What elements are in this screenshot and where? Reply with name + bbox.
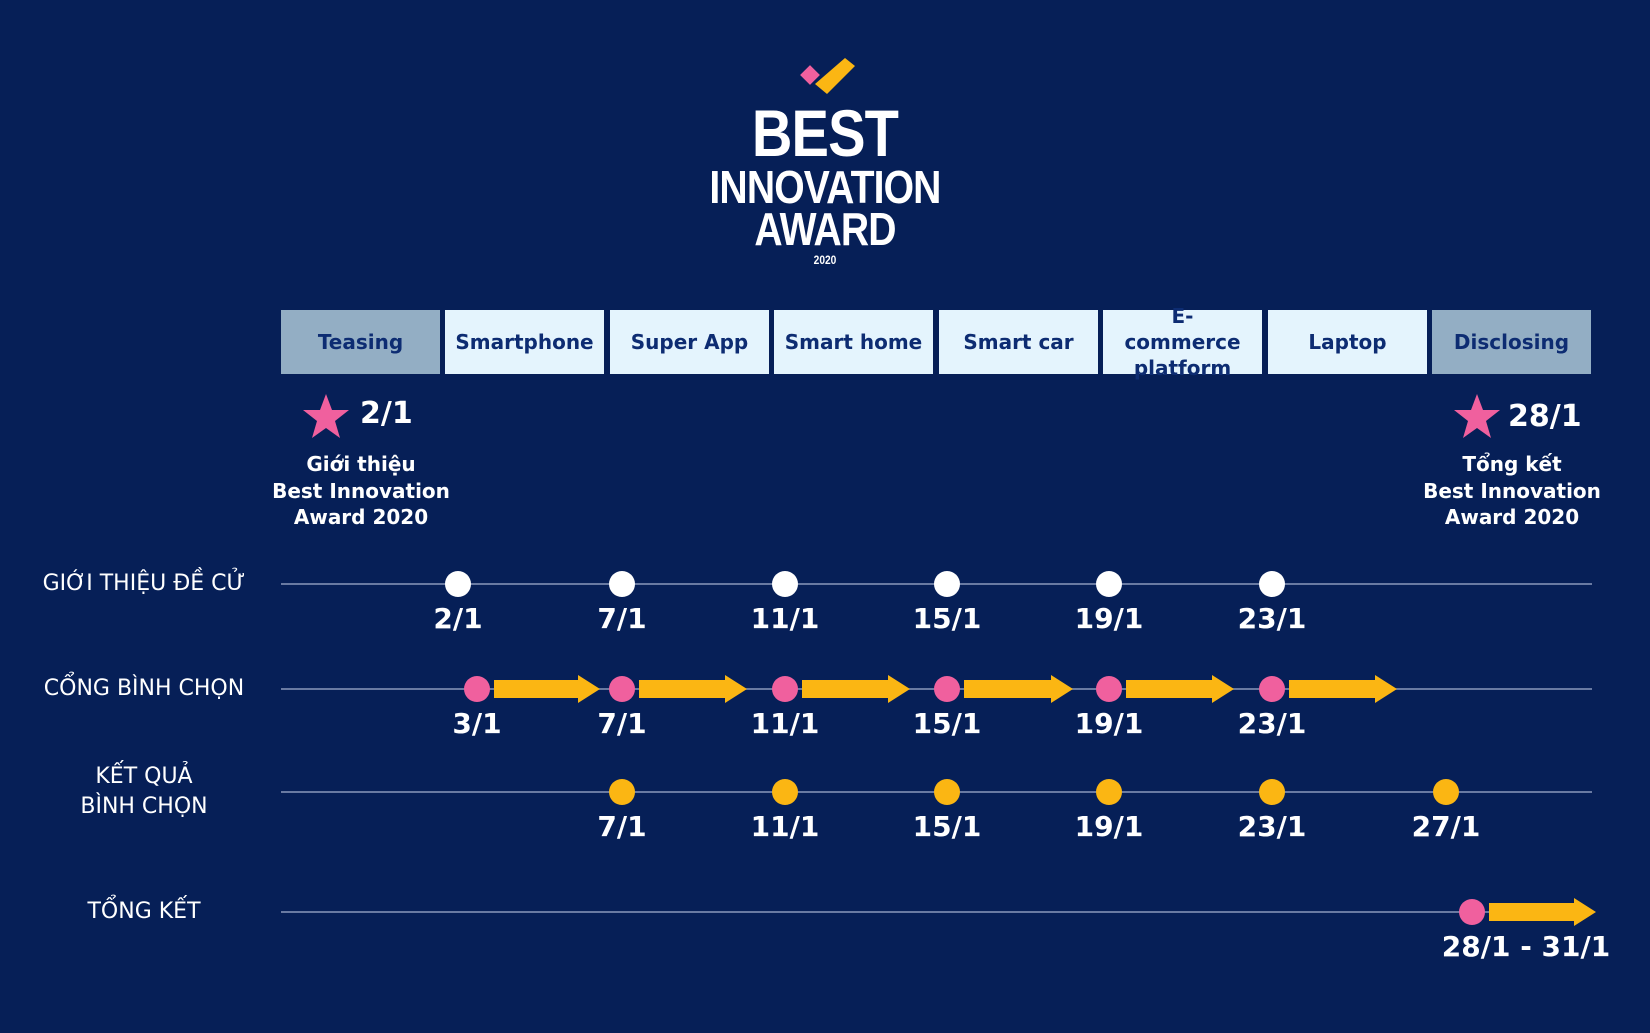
arrow-icon <box>964 675 1073 703</box>
star-icon <box>1454 394 1500 438</box>
arrow-icon <box>1289 675 1397 703</box>
phase-laptop: Laptop <box>1268 310 1427 374</box>
row-label: GIỚI THIỆU ĐỀ CỬ <box>14 569 274 599</box>
logo-line-1: BEST <box>751 96 899 170</box>
logo-line-2: INNOVATION <box>709 161 941 213</box>
timeline-marker <box>464 676 490 702</box>
timeline-marker <box>609 676 635 702</box>
text-line: Award 2020 <box>293 505 429 529</box>
timeline-marker <box>772 571 798 597</box>
date-label: 7/1 <box>597 707 647 740</box>
row-label: TỔNG KẾT <box>14 897 274 927</box>
text-line: Giới thiệu <box>306 452 416 476</box>
timeline-marker <box>1259 779 1285 805</box>
arrow-icon <box>802 675 910 703</box>
timeline-marker <box>1259 676 1285 702</box>
milestone-end-date: 28/1 <box>1508 399 1582 434</box>
date-label: 28/1 - 31/1 <box>1441 930 1611 963</box>
date-label: 2/1 <box>433 602 483 635</box>
date-label: 11/1 <box>750 810 820 843</box>
phase-disclosing: Disclosing <box>1432 310 1591 374</box>
date-label: 15/1 <box>912 810 982 843</box>
phase-super-app: Super App <box>610 310 769 374</box>
timeline-marker <box>1096 779 1122 805</box>
date-label: 19/1 <box>1074 810 1144 843</box>
date-label: 19/1 <box>1074 602 1144 635</box>
row-label: KẾT QUẢ BÌNH CHỌN <box>14 762 274 822</box>
phase-e-commerce-platform: E-commerce platform <box>1103 304 1262 380</box>
timeline-marker <box>1459 899 1485 925</box>
timeline-marker <box>772 676 798 702</box>
date-label: 27/1 <box>1411 810 1481 843</box>
timeline-marker <box>1096 571 1122 597</box>
timeline-marker <box>934 676 960 702</box>
date-label: 23/1 <box>1237 707 1307 740</box>
timeline-marker <box>934 571 960 597</box>
text-line: Best Innovation <box>272 478 450 503</box>
date-label: 15/1 <box>912 602 982 635</box>
milestone-end-text: Tổng kết Best Innovation Award 2020 <box>1402 451 1622 531</box>
checkmark-icon <box>800 58 855 94</box>
timeline-marker <box>609 571 635 597</box>
date-label: 19/1 <box>1074 707 1144 740</box>
row-label-line: BÌNH CHỌN <box>80 794 208 819</box>
arrow-icon <box>1126 675 1234 703</box>
text-line: Best Innovation <box>1423 478 1601 503</box>
date-label: 7/1 <box>597 810 647 843</box>
arrow-icon <box>639 675 747 703</box>
timeline-marker <box>1096 676 1122 702</box>
timeline-marker <box>1259 571 1285 597</box>
timeline-marker <box>1433 779 1459 805</box>
timeline-marker <box>445 571 471 597</box>
phase-smart-car: Smart car <box>939 310 1098 374</box>
phase-teasing: Teasing <box>281 310 440 374</box>
milestone-start-date: 2/1 <box>360 396 413 431</box>
text-line: Tổng kết <box>1462 452 1562 476</box>
text-line: Award 2020 <box>1444 505 1580 529</box>
best-innovation-award-logo: BEST INNOVATION AWARD 2020 <box>675 50 975 266</box>
milestone-start-text: Giới thiệu Best Innovation Award 2020 <box>251 451 471 531</box>
date-label: 3/1 <box>452 707 502 740</box>
logo-year: 2020 <box>813 253 837 267</box>
timeline-marker <box>772 779 798 805</box>
timeline-marker <box>934 779 960 805</box>
date-label: 23/1 <box>1237 602 1307 635</box>
timeline-marker <box>609 779 635 805</box>
date-label: 7/1 <box>597 602 647 635</box>
row-label: CỔNG BÌNH CHỌN <box>14 674 274 704</box>
date-label: 23/1 <box>1237 810 1307 843</box>
date-label: 15/1 <box>912 707 982 740</box>
phase-smart-home: Smart home <box>774 310 933 374</box>
logo-line-3: AWARD <box>754 203 896 255</box>
date-label: 11/1 <box>750 602 820 635</box>
phase-smartphone: Smartphone <box>445 310 604 374</box>
row-label-line: GIỚI THIỆU ĐỀ CỬ <box>42 571 246 596</box>
row-label-line: TỔNG KẾT <box>87 899 201 924</box>
arrow-icon <box>1489 898 1596 926</box>
arrow-icon <box>494 675 600 703</box>
date-label: 11/1 <box>750 707 820 740</box>
star-icon <box>303 394 349 438</box>
row-label-line: KẾT QUẢ <box>95 764 193 789</box>
row-label-line: CỔNG BÌNH CHỌN <box>43 676 245 701</box>
